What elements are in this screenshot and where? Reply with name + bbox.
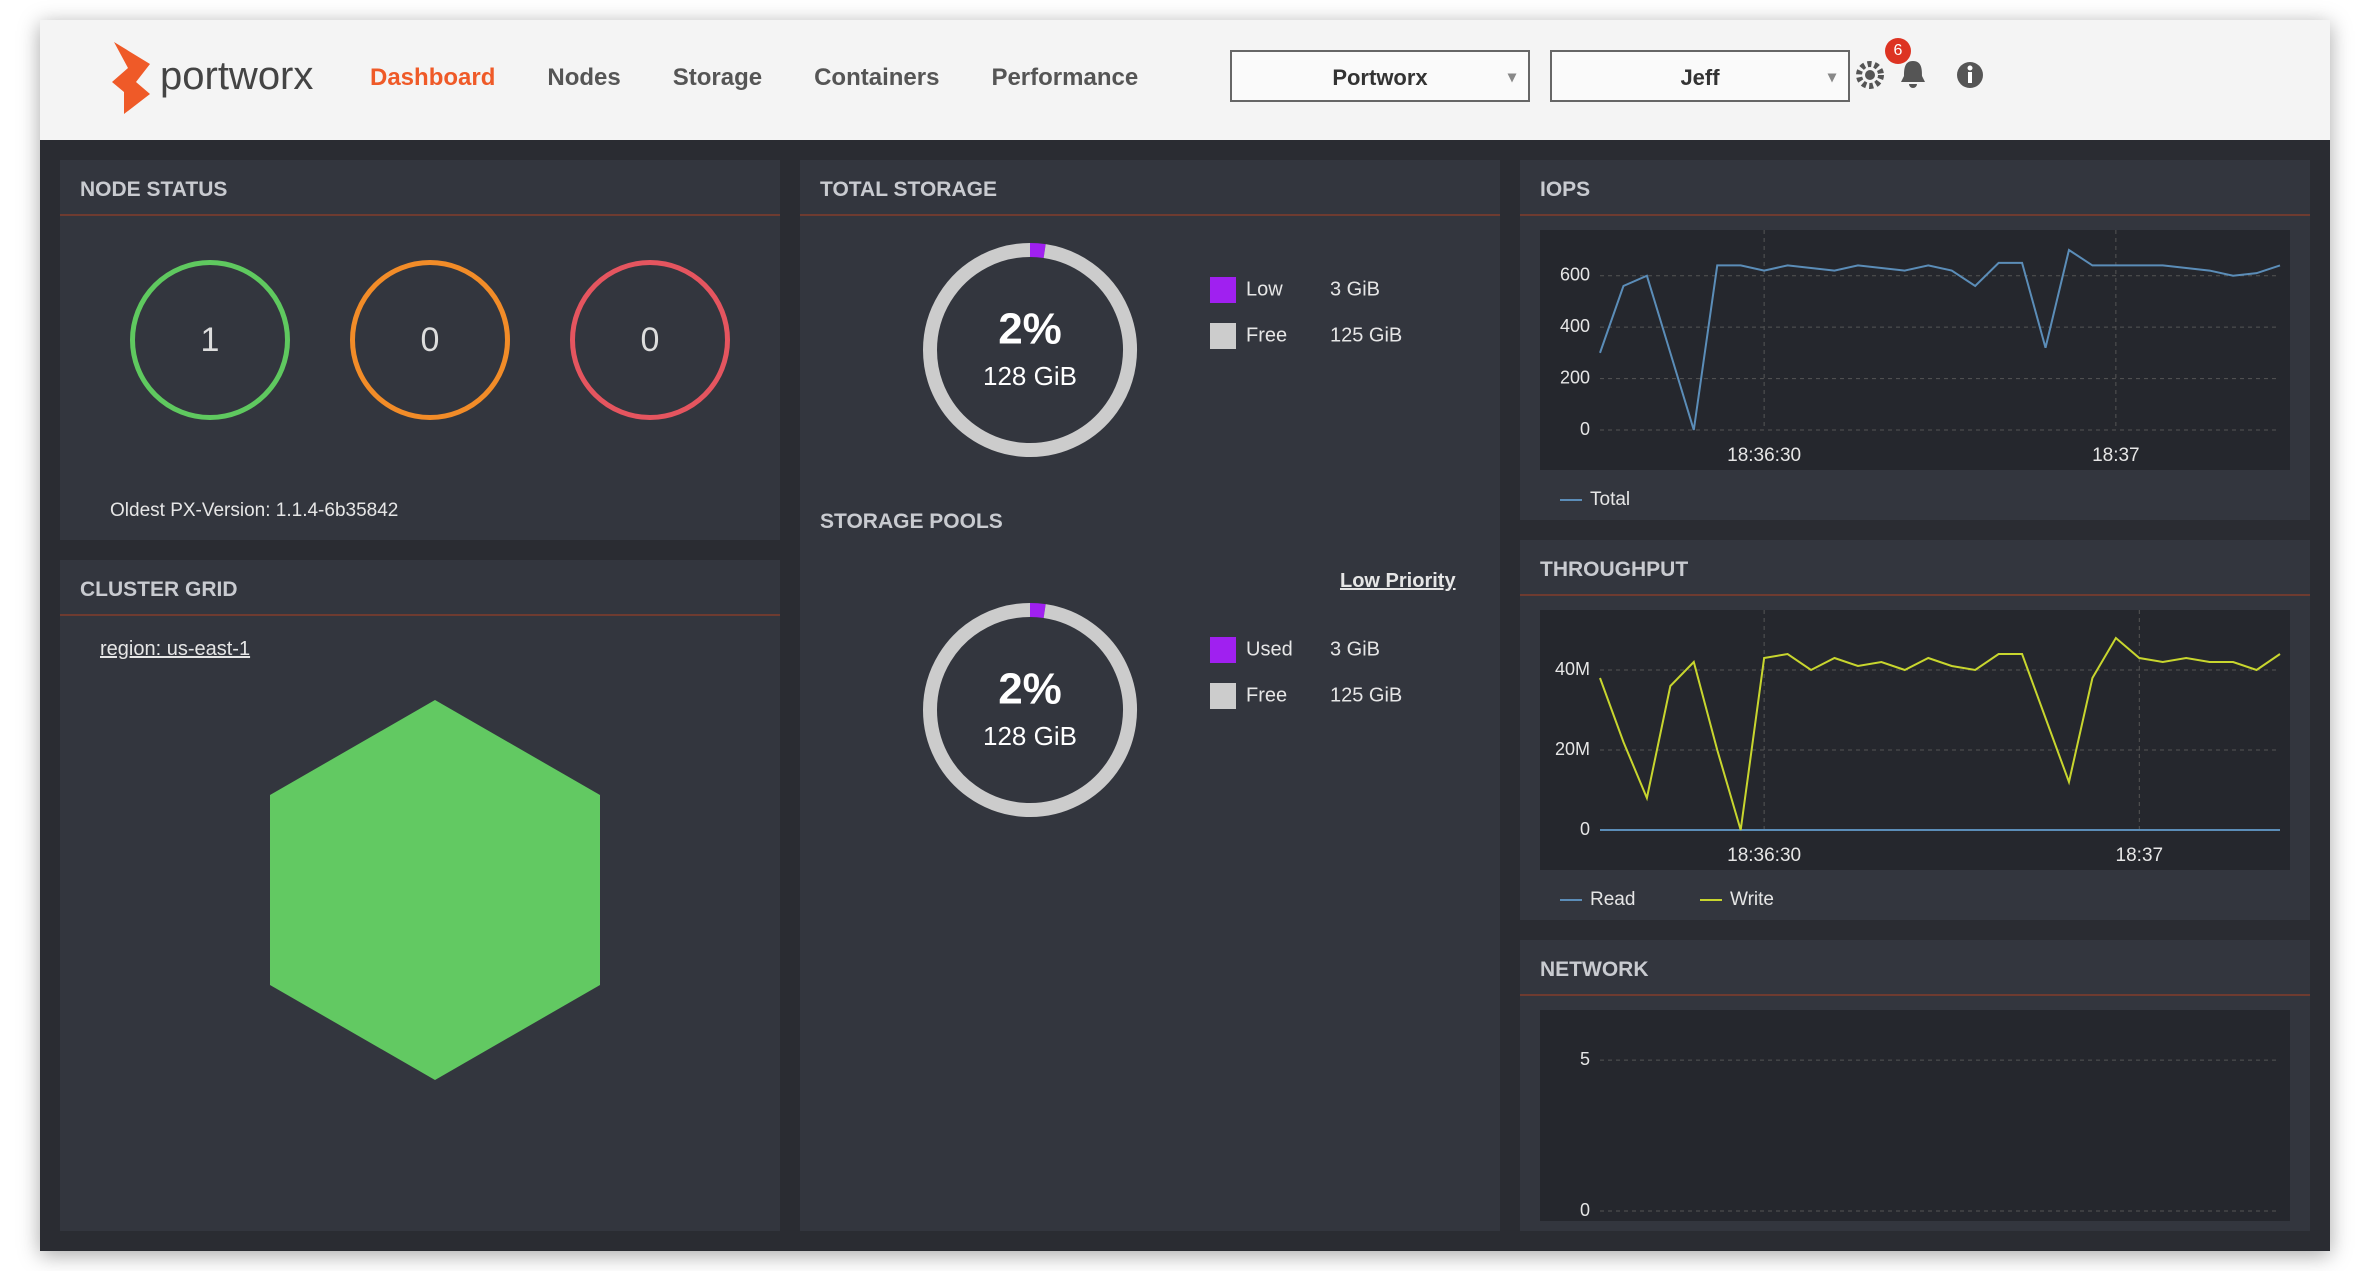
brand: portworx [160, 54, 314, 98]
panel-title: THROUGHPUT [1540, 558, 1689, 581]
panel-title: IOPS [1540, 178, 1591, 201]
legend-label: Total [1590, 489, 1630, 510]
donut-total: 128 GiB [983, 361, 1077, 391]
line-chart: 05 [1540, 1010, 2290, 1221]
donut-chart: Used 3 GiB Free 125 GiB 2% 128 GiB [923, 603, 1402, 817]
region-link[interactable]: region: us-east-1 [100, 638, 251, 660]
info-icon[interactable] [1955, 60, 1985, 90]
plot-area [1540, 1010, 2290, 1221]
panel-title: TOTAL STORAGE [820, 178, 997, 201]
x-tick-label: 18:37 [2116, 845, 2164, 866]
logo [112, 42, 150, 114]
panel-title: NETWORK [1540, 958, 1649, 981]
y-tick-label: 0 [1580, 419, 1590, 439]
panel-title: CLUSTER GRID [80, 578, 238, 601]
donut-segment [1029, 243, 1046, 259]
nav: Dashboard Nodes Storage Containers Perfo… [370, 64, 1138, 92]
storage-panel: TOTAL STORAGE Low 3 GiB Free 125 GiB 2% 128 G… [800, 160, 1500, 1231]
legend-label: Read [1590, 889, 1635, 910]
bell-icon[interactable] [1898, 58, 1928, 90]
user-select[interactable]: Jeff [1550, 50, 1850, 104]
app: portworx Dashboard Nodes Storage Contain… [40, 20, 2330, 1251]
iops-panel: IOPS 0 200 400 600 18:36:30 18:37 Total [1520, 160, 2310, 520]
node-count: 0 [570, 260, 730, 420]
panel-title: NODE STATUS [80, 178, 228, 201]
y-tick-label: 5 [1580, 1049, 1590, 1069]
x-tick-label: 18:37 [2092, 445, 2140, 466]
donut-percent: 2% [998, 665, 1062, 714]
series-line [1599, 248, 2281, 431]
node-hexagon[interactable] [270, 700, 600, 1080]
node-count: 0 [350, 260, 510, 420]
legend-value: 3 GiB [1330, 638, 1380, 660]
y-tick-label: 40M [1555, 659, 1590, 679]
y-tick-label: 400 [1560, 316, 1590, 336]
nav-item[interactable]: Performance [991, 64, 1139, 91]
throughput-panel: THROUGHPUT 0 20M 40M 18:36:30 18:37 Read Write [1520, 540, 2310, 920]
settings-icon[interactable] [1855, 60, 1885, 90]
nav-item[interactable]: Dashboard [370, 64, 496, 91]
cluster-select[interactable]: Portworx [1230, 50, 1530, 104]
line-chart: 0 200 400 600 18:36:30 18:37 Total [1540, 230, 2290, 510]
nav-item[interactable]: Storage [672, 64, 763, 91]
y-tick-label: 600 [1560, 264, 1590, 284]
donut-segment [923, 243, 1137, 457]
legend-label: Low [1246, 278, 1283, 300]
legend-label: Free [1246, 684, 1287, 706]
legend-swatch [1210, 683, 1236, 709]
legend-label: Free [1246, 324, 1287, 346]
node-count: 1 [130, 260, 290, 420]
nav-item[interactable]: Containers [814, 64, 940, 91]
legend-label: Write [1730, 889, 1774, 910]
donut-segment [1029, 603, 1046, 619]
x-tick-label: 18:36:30 [1727, 845, 1801, 866]
y-tick-label: 20M [1555, 739, 1590, 759]
legend-swatch [1210, 323, 1236, 349]
priority-link[interactable]: Low Priority [1340, 570, 1456, 592]
donut-chart: Low 3 GiB Free 125 GiB 2% 128 GiB [923, 243, 1402, 457]
y-tick-label: 0 [1580, 819, 1590, 839]
x-tick-label: 18:36:30 [1727, 445, 1801, 466]
header: portworx Dashboard Nodes Storage Contain… [40, 20, 2330, 140]
version-text: Oldest PX-Version: 1.1.4-6b35842 [110, 500, 399, 521]
cluster-grid-panel: CLUSTER GRID region: us-east-1 [60, 560, 780, 1231]
nav-item[interactable]: Nodes [547, 64, 621, 91]
donut-segment [923, 603, 1137, 817]
panel-title: STORAGE POOLS [820, 510, 1003, 533]
donut-total: 128 GiB [983, 721, 1077, 751]
plot-area [1540, 610, 2290, 870]
legend-value: 3 GiB [1330, 278, 1380, 300]
notification-badge: 6 [1885, 38, 1911, 64]
legend-swatch [1210, 277, 1236, 303]
legend-value: 125 GiB [1330, 684, 1402, 706]
donut-percent: 2% [998, 305, 1062, 354]
line-chart: 0 20M 40M 18:36:30 18:37 Read Write [1540, 610, 2290, 910]
legend-swatch [1210, 637, 1236, 663]
y-tick-label: 200 [1560, 367, 1590, 387]
y-tick-label: 0 [1580, 1200, 1590, 1220]
plot-area [1540, 230, 2290, 470]
series-line [1599, 636, 2281, 831]
legend-label: Used [1246, 638, 1293, 660]
legend-value: 125 GiB [1330, 324, 1402, 346]
